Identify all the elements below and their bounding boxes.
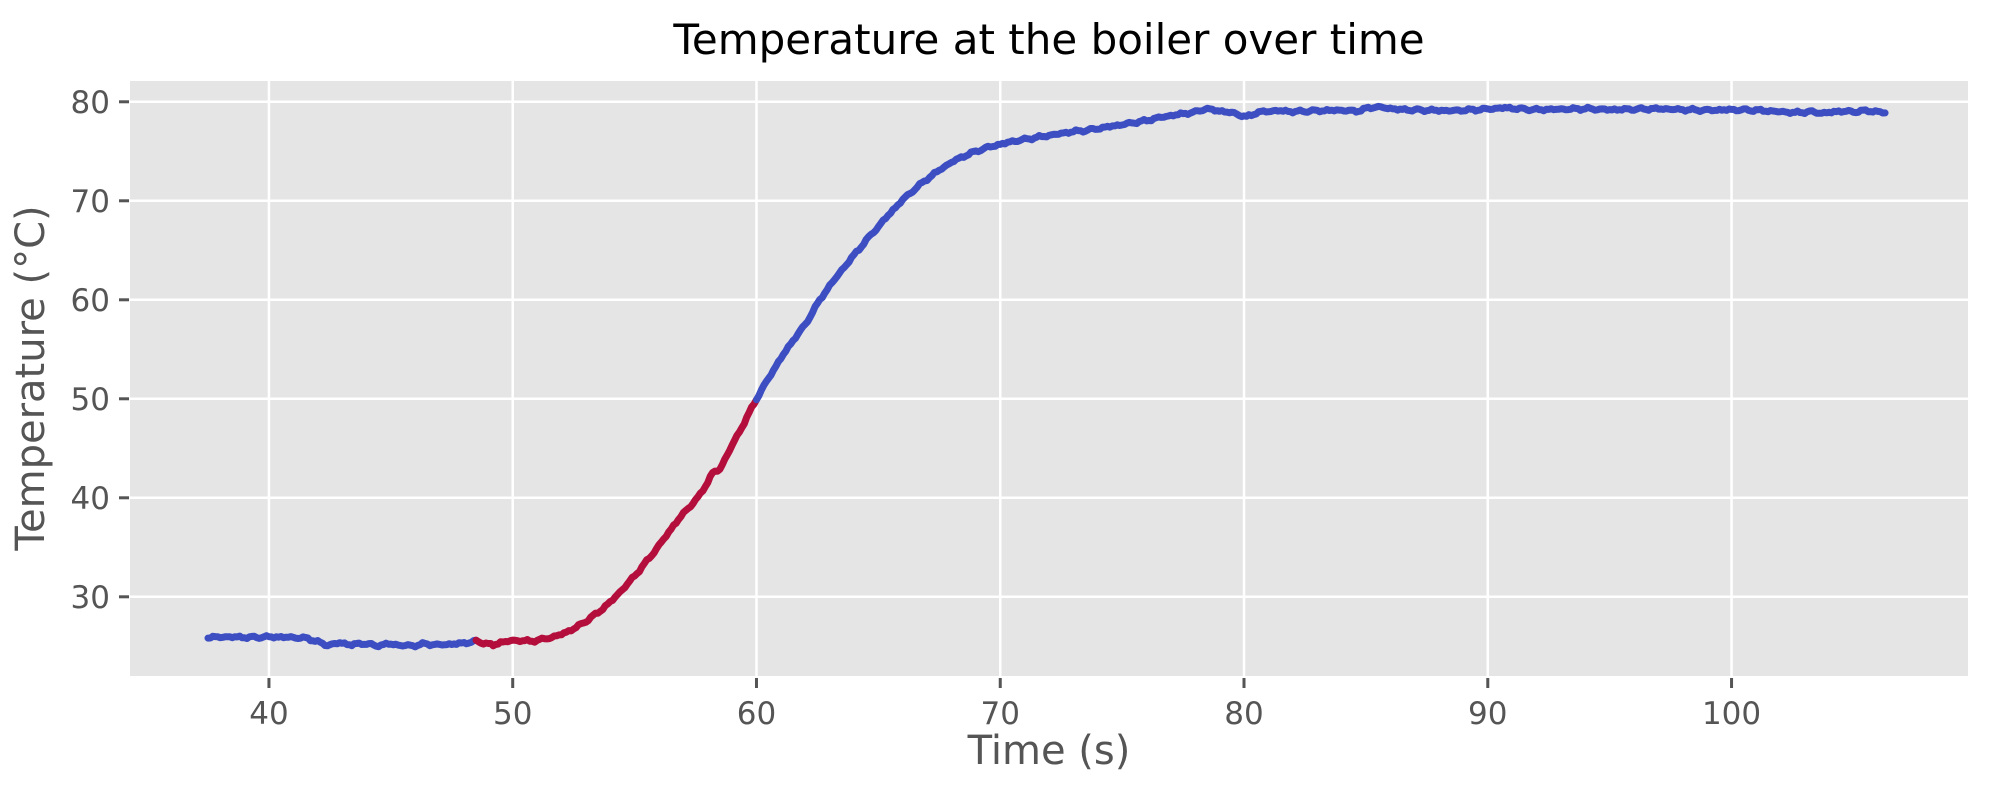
- y-tick-label: 40: [71, 481, 110, 517]
- x-tick-label: 70: [981, 696, 1020, 732]
- x-tick-label: 60: [737, 696, 776, 732]
- x-tick-label: 50: [493, 696, 532, 732]
- y-tick-label: 50: [71, 382, 110, 418]
- axis-tick-labels: 30 40 50 60 70 80 40 50 60 70 80 90 100: [71, 85, 1762, 732]
- x-axis-label: Time (s): [967, 728, 1131, 774]
- y-axis-label: Temperature (°C): [8, 205, 54, 551]
- plot-background: [130, 81, 1968, 676]
- chart-title: Temperature at the boiler over time: [672, 15, 1424, 64]
- temperature-initial-blue: [204, 632, 480, 651]
- axis-ticks: [119, 100, 1734, 688]
- y-tick-label: 30: [71, 580, 110, 616]
- temperature-series: [204, 102, 1889, 651]
- x-tick-label: 40: [249, 696, 288, 732]
- y-tick-label: 60: [71, 283, 110, 319]
- x-tick-label: 80: [1224, 696, 1263, 732]
- temperature-plateau-blue: [753, 102, 1889, 404]
- x-tick-label: 100: [1702, 696, 1761, 732]
- gridlines: [130, 81, 1968, 676]
- x-tick-label: 90: [1468, 696, 1507, 732]
- y-tick-label: 80: [71, 85, 110, 121]
- temperature-heating-red: [472, 396, 760, 650]
- y-tick-label: 70: [71, 184, 110, 220]
